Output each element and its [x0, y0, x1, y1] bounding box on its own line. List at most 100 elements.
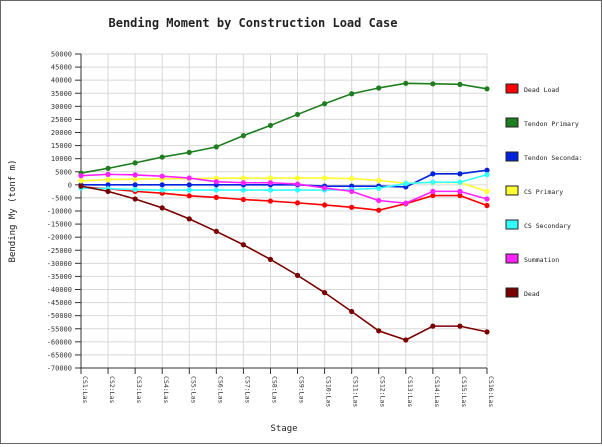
- series-cs-secondary: [78, 172, 490, 193]
- data-point: [213, 179, 219, 185]
- y-tick-label: -50000: [47, 312, 72, 320]
- y-tick-label: -30000: [47, 260, 72, 268]
- legend-swatch: [505, 185, 519, 196]
- legend-label: Summation: [524, 256, 559, 264]
- y-tick-label: 35000: [51, 90, 72, 98]
- data-point: [457, 179, 463, 185]
- data-point: [132, 176, 138, 182]
- y-tick-label: 25000: [51, 116, 72, 124]
- data-point: [267, 187, 274, 193]
- data-point: [403, 180, 409, 187]
- x-tick-label: CS3:Las: [135, 376, 143, 403]
- data-point: [457, 323, 463, 329]
- legend-swatch: [505, 83, 519, 94]
- data-point: [322, 175, 328, 181]
- data-point: [105, 188, 111, 194]
- x-tick-label: CS10:Las: [325, 376, 333, 407]
- data-point: [213, 228, 219, 235]
- data-point: [457, 81, 463, 87]
- data-point: [484, 329, 490, 335]
- x-tick-label: CS6:Las: [216, 376, 224, 403]
- x-tick-label: CS12:Las: [379, 376, 387, 407]
- series-line: [80, 185, 488, 341]
- data-point: [267, 180, 274, 186]
- data-point: [267, 122, 274, 129]
- data-point: [484, 167, 490, 173]
- y-tick-label: 30000: [51, 103, 72, 111]
- series-line: [80, 173, 488, 191]
- data-point: [240, 133, 246, 139]
- data-point: [376, 197, 382, 204]
- x-tick-label: CS2:Las: [108, 376, 116, 403]
- legend-label: Dead: [524, 290, 540, 298]
- y-tick-label: -15000: [47, 221, 72, 229]
- data-point: [159, 205, 165, 211]
- legend-label: CS Secondary: [524, 222, 571, 230]
- y-tick-label: -65000: [47, 351, 72, 359]
- data-point: [430, 179, 436, 185]
- legend-label: Tendon Primary: [524, 120, 579, 128]
- data-point: [322, 101, 328, 107]
- data-point: [132, 172, 138, 178]
- legend-swatch: [505, 219, 519, 230]
- legend-swatch: [505, 151, 519, 162]
- y-tick-label: -20000: [47, 234, 72, 242]
- data-point: [403, 337, 409, 343]
- y-tick-label: 45000: [51, 64, 72, 72]
- data-point: [376, 185, 382, 191]
- data-point: [376, 328, 382, 334]
- data-point: [186, 149, 192, 155]
- data-point: [213, 144, 219, 150]
- data-point: [349, 308, 355, 315]
- x-tick-label: CS11:Las: [352, 376, 360, 407]
- x-tick-label: CS15:Las: [460, 376, 468, 407]
- y-tick-label: -5000: [51, 194, 72, 202]
- data-point: [294, 111, 301, 118]
- data-point: [294, 272, 301, 278]
- data-point: [240, 175, 246, 181]
- y-tick-label: 20000: [51, 129, 72, 137]
- data-point: [430, 192, 436, 199]
- x-tick-label: CS14:Las: [433, 376, 441, 407]
- y-axis-label: Bending My (tonf m): [8, 160, 18, 263]
- data-point: [105, 165, 111, 171]
- data-point: [294, 181, 301, 187]
- data-point: [430, 323, 436, 329]
- data-point: [403, 200, 409, 206]
- y-tick-label: -40000: [47, 286, 72, 294]
- legend-swatch: [505, 117, 519, 128]
- x-tick-label: CS13:Las: [406, 376, 414, 407]
- y-tick-label: 40000: [51, 77, 72, 85]
- data-point: [322, 185, 328, 191]
- data-point: [403, 80, 409, 86]
- data-point: [484, 196, 490, 202]
- series-dead-load: [78, 184, 490, 213]
- data-point: [294, 200, 301, 206]
- data-point: [132, 196, 138, 202]
- legend-label: Dead Load: [524, 86, 559, 94]
- data-point: [376, 177, 382, 183]
- data-point: [240, 180, 246, 186]
- data-point: [457, 192, 463, 199]
- data-point: [457, 171, 463, 177]
- data-point: [132, 160, 138, 166]
- y-tick-label: 5000: [55, 168, 72, 176]
- data-point: [430, 171, 436, 177]
- chart-title: Bending Moment by Construction Load Case: [109, 16, 398, 30]
- y-tick-label: 0: [68, 181, 72, 189]
- x-tick-label: CS7:Las: [243, 376, 251, 403]
- data-point: [349, 91, 355, 97]
- y-tick-label: -55000: [47, 325, 72, 333]
- y-tick-label: 15000: [51, 142, 72, 150]
- data-point: [186, 187, 192, 193]
- legend-swatch: [505, 287, 519, 298]
- series-summation: [78, 171, 490, 206]
- data-point: [159, 173, 165, 179]
- data-point: [349, 188, 355, 194]
- data-point: [213, 194, 219, 200]
- x-tick-label: CS1:Las: [81, 376, 89, 403]
- data-point: [267, 175, 274, 181]
- data-point: [78, 183, 84, 189]
- data-point: [132, 186, 138, 193]
